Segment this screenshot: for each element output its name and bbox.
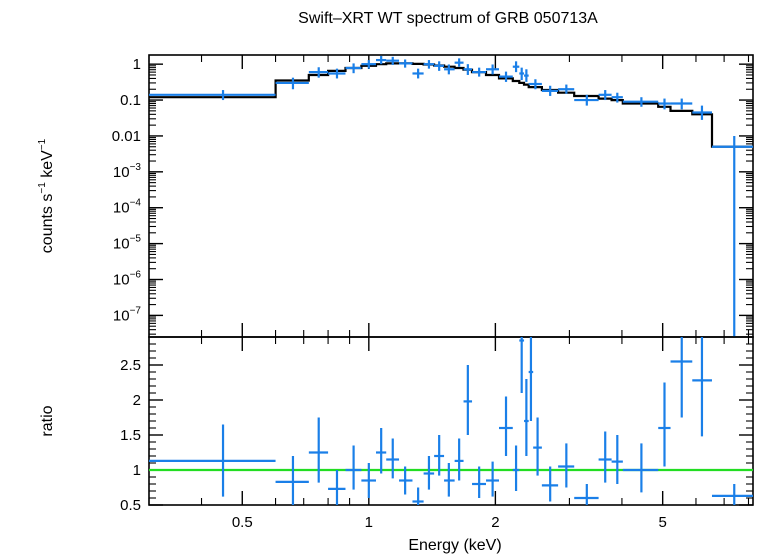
spectrum-data-point [463,64,473,75]
x-tick-label: 2 [491,514,499,531]
spectrum-data-point [558,84,575,94]
spectrum-y-tick-label: 10−6 [113,270,142,289]
ratio-data-point [512,445,520,491]
spectrum-data-points [149,55,753,337]
x-tick-label: 0.5 [232,514,253,531]
spectrum-data-point [275,77,309,90]
model-step-line [149,62,753,148]
ratio-data-point [361,463,376,498]
ratio-data-point [375,428,387,474]
ratio-data-point [328,470,346,505]
spectrum-data-point [308,67,329,78]
spectrum-data-point [598,90,612,101]
ratio-data-point [558,443,575,488]
ratio-data-point [519,337,525,393]
spectrum-data-point [574,94,599,106]
ratio-data-point [275,456,309,505]
ratio-y-tick-label: 2 [133,392,141,409]
model-curve [149,62,753,148]
ratio-data-point [486,461,499,497]
spectrum-data-point [622,97,659,107]
spectrum-data-point [519,67,525,81]
ratio-data-point [528,337,534,421]
ratio-x-ticks: 0.5 1 2 5 [148,337,750,531]
ratio-data-point [434,435,445,476]
spectrum-x-ticks [148,55,750,337]
ratio-data-point [574,484,599,505]
ratio-data-point [423,456,435,490]
spectrum-data-point [711,135,753,337]
spectrum-y-ticks: 1 0.1 0.01 10−3 10−4 10−5 10−6 10−7 [112,56,753,335]
ratio-data-point [454,438,464,481]
spectrum-data-point [375,55,387,65]
ratio-data-point [498,396,513,456]
spectrum-data-point [524,69,529,82]
ratio-y-tick-label: 2.5 [120,357,141,374]
spectrum-data-point [399,59,413,68]
spectrum-data-point [328,68,346,79]
ratio-data-point [463,365,473,435]
ratio-data-point [345,445,362,490]
spectrum-y-tick-label: 1 [133,56,141,73]
spectrum-y-tick-label: 0.01 [112,128,141,145]
spectrum-data-point [692,105,712,120]
ratio-panel: 0.5 1 1.5 2 2.5 0.5 1 2 5 ratio Energy (keV) [39,336,754,554]
spectrum-data-point [444,64,455,75]
ratio-data-point [524,379,529,456]
spectrum-y-tick-label: 10−3 [113,162,142,181]
ratio-data-point [472,466,487,498]
ratio-data-point [444,463,455,497]
ratio-data-points [149,337,753,505]
spectrum-data-point [386,56,400,65]
ratio-y-ticks: 0.5 1 1.5 2 2.5 [120,343,753,514]
spectrum-y-axis-label: counts s−1 keV−1 [37,138,56,253]
spectrum-data-point [528,79,542,90]
spectrum-data-point [423,60,435,69]
spectrum-data-point [486,64,499,75]
ratio-y-tick-label: 1 [133,462,141,479]
spectrum-data-point [472,67,487,77]
ratio-data-point [622,443,659,493]
ratio-data-point [533,417,542,476]
spectrum-data-point [361,60,376,69]
ratio-y-tick-label: 0.5 [120,497,141,514]
ratio-data-point [711,484,753,505]
spectrum-y-tick-label: 10−5 [113,234,142,253]
ratio-data-point [611,435,623,484]
spectrum-y-tick-label: 10−4 [113,198,142,217]
x-tick-label: 1 [365,514,373,531]
spectrum-data-point [611,92,623,103]
ratio-data-point [412,487,424,505]
spectrum-data-point [412,68,424,79]
spectrum-panel: 1 0.1 0.01 10−3 10−4 10−5 10−6 10−7 counts s−1 … [37,54,754,338]
spectrum-data-point [345,63,362,74]
chart-title: Swift–XRT WT spectrum of GRB 050713A [298,10,598,27]
spectrum-data-point [658,98,671,110]
ratio-data-point [598,431,612,483]
ratio-data-point [692,337,712,437]
ratio-data-point [658,382,671,467]
spectrum-y-tick-label: 10−7 [113,305,142,324]
spectrum-data-point [512,61,520,73]
spectrum-data-point [498,71,513,82]
ratio-data-point [541,466,559,502]
ratio-data-point [670,337,693,418]
spectrum-data-point [670,98,693,110]
spectrum-data-point [434,61,445,71]
ratio-data-point [308,417,329,483]
ratio-data-point [386,438,400,479]
x-axis-label: Energy (keV) [408,537,501,554]
spectrum-y-tick-label: 0.1 [120,92,141,109]
spectrum-data-point [541,85,559,96]
spectrum-data-point [149,90,276,101]
ratio-y-tick-label: 1.5 [120,427,141,444]
ratio-data-point [399,466,413,495]
spectrum-data-point [454,58,464,67]
ratio-data-point [149,424,276,497]
x-tick-label: 5 [659,514,667,531]
ratio-y-axis-label: ratio [39,405,56,436]
